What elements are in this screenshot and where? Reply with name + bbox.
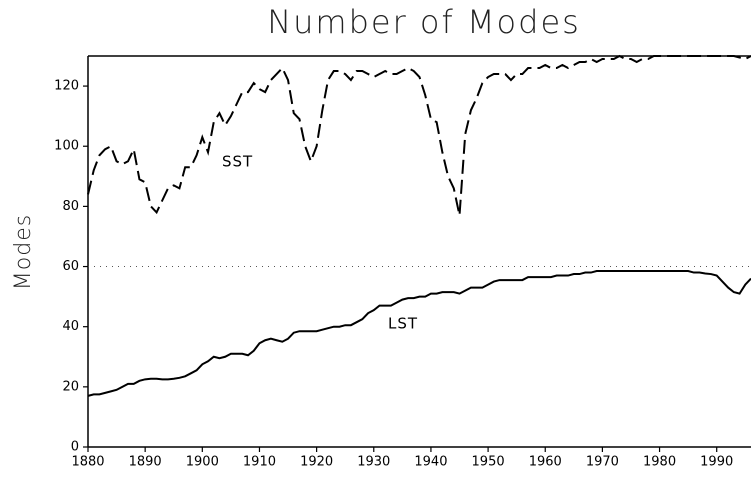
x-tick-label: 1990 xyxy=(700,455,733,470)
x-tick-label: 1980 xyxy=(643,455,676,470)
x-tick-label: 1890 xyxy=(129,455,162,470)
x-tick-label: 1880 xyxy=(71,455,104,470)
series-label: SST xyxy=(222,153,253,171)
y-tick-label: 40 xyxy=(62,319,79,334)
y-axis-label: Modes xyxy=(11,214,36,290)
x-tick-label: 1930 xyxy=(357,455,390,470)
series-label: LST xyxy=(388,315,418,333)
series-line xyxy=(87,54,751,216)
y-tick-label: 0 xyxy=(71,440,79,455)
x-tick-label: 1900 xyxy=(186,455,219,470)
x-tick-label: 1960 xyxy=(529,455,562,470)
chart-title: Number of Modes xyxy=(267,3,581,41)
y-tick-label: 100 xyxy=(54,139,79,154)
x-tick-label: 1910 xyxy=(243,455,276,470)
x-tick-label: 1940 xyxy=(414,455,447,470)
y-tick-label: 20 xyxy=(62,379,79,394)
x-tick-label: 1950 xyxy=(472,455,505,470)
y-tick-label: 60 xyxy=(62,259,79,274)
x-tick-label: 1920 xyxy=(300,455,333,470)
x-tick-label: 1970 xyxy=(586,455,619,470)
y-tick-label: 120 xyxy=(54,79,79,94)
y-tick-label: 80 xyxy=(62,199,79,214)
series-line xyxy=(87,270,751,397)
